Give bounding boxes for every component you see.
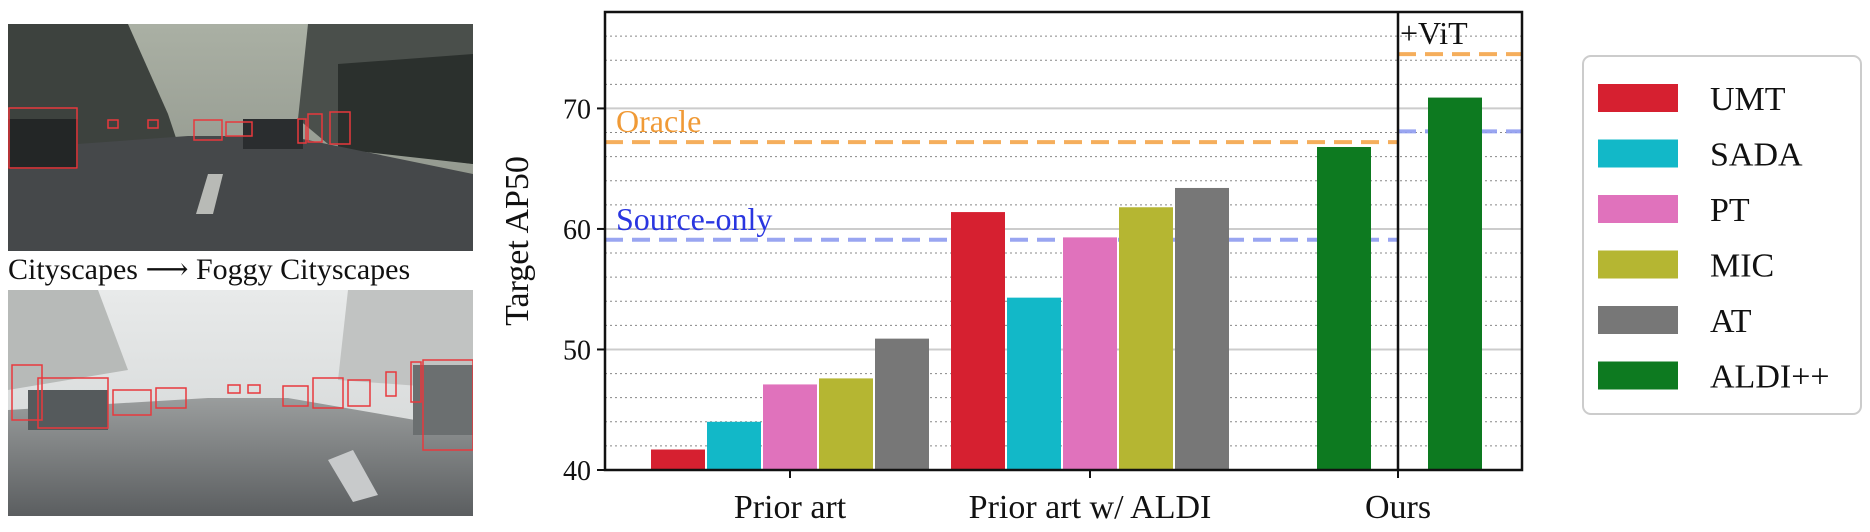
legend-swatch (1598, 195, 1678, 223)
refline-label-source-only: Source-only (616, 201, 772, 237)
legend-swatch (1598, 139, 1678, 168)
plot-frame (603, 10, 1524, 472)
foggy-cityscapes-photo (8, 290, 473, 516)
refline-label-oracle: Oracle (616, 103, 701, 139)
legend-label: PT (1710, 192, 1750, 229)
cityscapes-photo (8, 24, 473, 251)
legend-swatch (1598, 306, 1678, 334)
legend-label: AT (1710, 303, 1752, 340)
bar-pt (1063, 237, 1117, 470)
legend-label: SADA (1710, 137, 1803, 174)
bar-aldiplusplus-right (1428, 97, 1482, 471)
legend: UMT SADA PT MIC AT ALDI++ (1582, 55, 1862, 415)
reference-lines: Oracle Source-only (605, 52, 1522, 242)
y-tick-label: 60 (563, 215, 591, 246)
bar-sada (707, 421, 761, 470)
annotation-vit: +ViT (1400, 15, 1468, 51)
bar-sada (1007, 297, 1061, 470)
legend-label: ALDI++ (1710, 359, 1830, 396)
legend-swatch (1598, 250, 1678, 279)
x-category-label: Prior art (734, 489, 847, 526)
bars (651, 97, 1482, 471)
bar-at (1175, 187, 1229, 470)
legend-swatch (1598, 84, 1678, 112)
y-tick-label: 50 (563, 335, 591, 366)
x-category-label: Ours (1365, 489, 1431, 526)
bar-at (875, 338, 929, 470)
legend-label: UMT (1710, 81, 1786, 118)
bar-pt (763, 384, 817, 470)
domain-caption: Cityscapes ⟶ Foggy Cityscapes (8, 253, 411, 286)
bar-umt (951, 212, 1005, 471)
y-tick-label: 70 (563, 94, 591, 125)
bar-mic (819, 378, 873, 470)
y-axis-title: Target AP50 (499, 156, 536, 326)
axes: 40 50 60 70 Target AP50 Prior art Prior art w/… (499, 10, 1524, 526)
bar-aldiplusplus-left (1317, 146, 1371, 470)
legend-swatch (1598, 361, 1678, 390)
y-tick-label: 40 (563, 456, 591, 487)
bar-umt (651, 449, 705, 470)
legend-label: MIC (1710, 248, 1774, 285)
x-category-label: Prior art w/ ALDI (969, 489, 1212, 526)
bar-mic (1119, 207, 1173, 470)
